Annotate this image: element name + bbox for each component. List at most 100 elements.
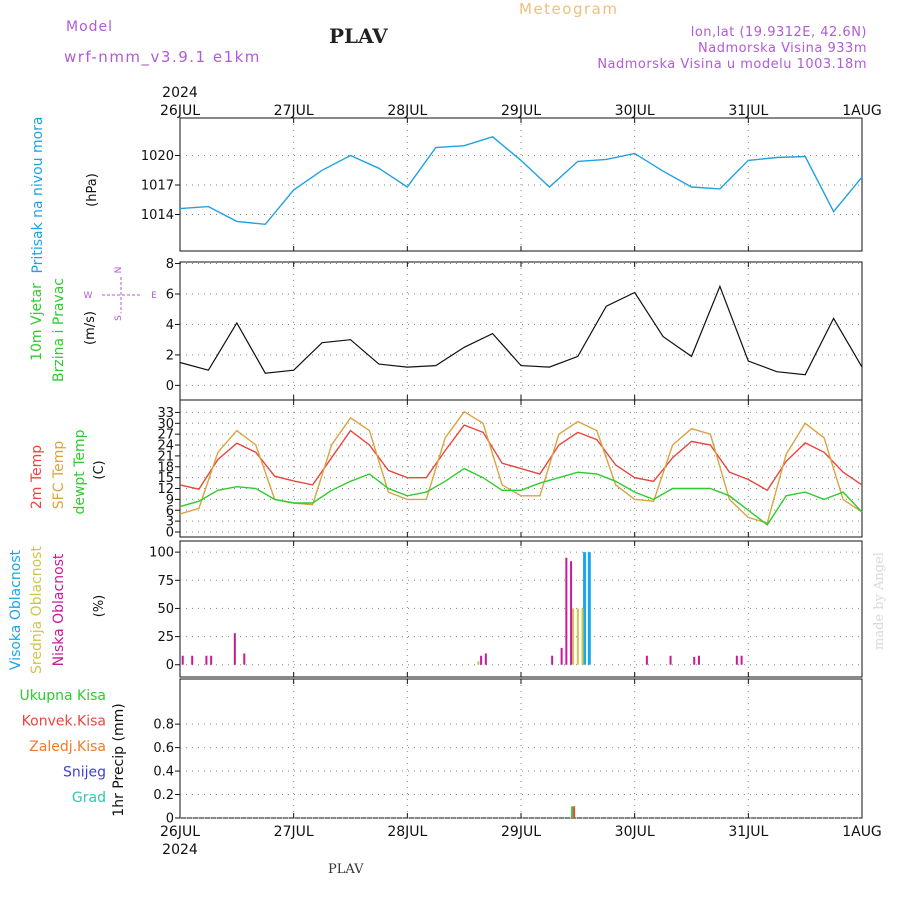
bar-cloud	[565, 557, 568, 665]
bar-precip	[573, 806, 576, 818]
bar-cloud	[243, 653, 246, 665]
bar-cloud	[191, 655, 194, 665]
compass-e: E	[151, 291, 157, 301]
y-tick-label: 75	[157, 574, 174, 589]
cloud-unit: (%)	[92, 595, 107, 618]
series-temperature-sfc-temp	[179, 410, 863, 524]
station-title: PLAV	[329, 24, 388, 48]
bar-cloud	[740, 655, 743, 665]
y-tick-label: 33	[157, 406, 174, 421]
y-tick-label: 0	[166, 812, 174, 827]
y-tick-label: 0	[166, 379, 174, 394]
y-tick-label: 0.6	[153, 741, 174, 756]
bar-cloud	[693, 656, 696, 665]
bar-cloud	[560, 647, 563, 665]
model-elevation: Nadmorska Visina u modelu 1003.18m	[597, 57, 867, 72]
meteogram-title: Meteogram	[519, 0, 619, 18]
y-tick-label: 9	[166, 493, 174, 508]
bar-cloud	[669, 655, 672, 665]
y-tick-label: 0.4	[153, 765, 174, 780]
bar-cloud	[581, 608, 584, 665]
precip-legend-item: Snijeg	[63, 765, 106, 781]
temp2m-label: 2m Temp	[29, 445, 45, 509]
y-tick-label: 1014	[141, 208, 174, 223]
series-pressure-pritisak-na-nivou-mora	[179, 136, 863, 226]
y-tick-label: 25	[157, 630, 174, 645]
model-label: Model	[66, 19, 114, 35]
x-label-top: 31JUL	[728, 103, 768, 119]
temp-unit: (C)	[92, 460, 107, 479]
mid-cloud-label: Srednja Oblacnost	[29, 546, 45, 674]
x-label-top: 28JUL	[387, 103, 427, 119]
bar-cloud	[477, 661, 480, 665]
x-label-top: 27JUL	[274, 103, 314, 119]
y-tick-label: 6	[166, 287, 174, 302]
y-tick-label: 2	[166, 348, 174, 363]
x-label-bottom: 30JUL	[615, 824, 655, 840]
precip-label: 1hr Precip (mm)	[111, 703, 127, 816]
wind-label: 10m Vjetar	[29, 283, 45, 361]
dewpt-label: dewpt Temp	[72, 429, 88, 514]
year-label-top: 2024	[162, 85, 198, 101]
low-cloud-label: Niska Oblacnost	[51, 553, 67, 666]
y-tick-label: 6	[166, 504, 174, 519]
y-tick-label: 8	[166, 257, 174, 272]
series-wind-brzina	[179, 284, 863, 376]
x-label-top: 30JUL	[615, 103, 655, 119]
y-tick-label: 24	[157, 439, 174, 454]
y-tick-label: 15	[157, 471, 174, 486]
wind-direction-label: Brzina i Pravac	[51, 278, 67, 382]
y-tick-label: 0.8	[153, 718, 174, 733]
x-label-bottom: 29JUL	[501, 824, 541, 840]
y-tick-label: 0	[166, 526, 174, 541]
precip-legend-item: Grad	[72, 790, 106, 806]
y-tick-label: 30	[157, 417, 174, 432]
x-label-bottom: 31JUL	[728, 824, 768, 840]
bar-cloud	[576, 608, 579, 665]
y-tick-label: 3	[166, 515, 174, 530]
y-tick-label: 0	[166, 658, 174, 673]
compass-w: W	[84, 291, 93, 301]
location-coords: lon,lat (19.9312E, 42.6N)	[690, 25, 867, 40]
bar-cloud	[205, 655, 208, 665]
bar-cloud	[181, 655, 184, 665]
sfc-temp-label: SFC Temp	[51, 441, 67, 510]
bar-cloud	[551, 655, 554, 665]
compass-s: S	[114, 315, 124, 321]
y-tick-label: 1020	[141, 149, 174, 164]
x-label-top: 1AUG	[842, 103, 882, 119]
x-label-bottom: 27JUL	[274, 824, 314, 840]
footer-station: PLAV	[328, 862, 364, 877]
wind-unit: (m/s)	[83, 311, 98, 345]
precip-legend-item: Konvek.Kisa	[22, 714, 106, 730]
bar-cloud	[583, 552, 587, 665]
bar-cloud	[572, 608, 575, 665]
precip-legend-item: Ukupna Kisa	[19, 688, 106, 704]
year-label-bottom: 2024	[162, 842, 198, 858]
x-label-bottom: 28JUL	[387, 824, 427, 840]
x-label-top: 29JUL	[501, 103, 541, 119]
y-tick-label: 4	[166, 318, 174, 333]
y-tick-label: 0.2	[153, 788, 174, 803]
y-tick-label: 1017	[141, 179, 174, 194]
station-elevation: Nadmorska Visina 933m	[698, 41, 867, 56]
bar-cloud	[570, 561, 573, 665]
x-label-top: 26JUL	[160, 103, 200, 119]
series-temperature-2m-temp	[179, 424, 863, 492]
bar-cloud	[697, 655, 700, 665]
y-tick-label: 27	[157, 428, 174, 443]
high-cloud-label: Visoka Oblacnost	[8, 549, 24, 670]
bar-cloud	[735, 655, 738, 665]
pressure-label: Pritisak na nivou mora	[30, 116, 46, 273]
credit-text: made by Angel	[872, 552, 887, 650]
panel-frame-wind	[179, 261, 863, 401]
y-tick-label: 100	[149, 546, 174, 561]
precip-legend-item: Zaledj.Kisa	[29, 739, 106, 755]
y-tick-label: 12	[157, 482, 174, 497]
panel-frame-cloud	[179, 540, 863, 678]
model-name: wrf-nmm_v3.9.1 e1km	[64, 48, 261, 66]
y-tick-label: 18	[157, 460, 174, 475]
x-label-bottom: 1AUG	[842, 824, 882, 840]
series-temperature-dewpt-temp	[179, 467, 863, 526]
